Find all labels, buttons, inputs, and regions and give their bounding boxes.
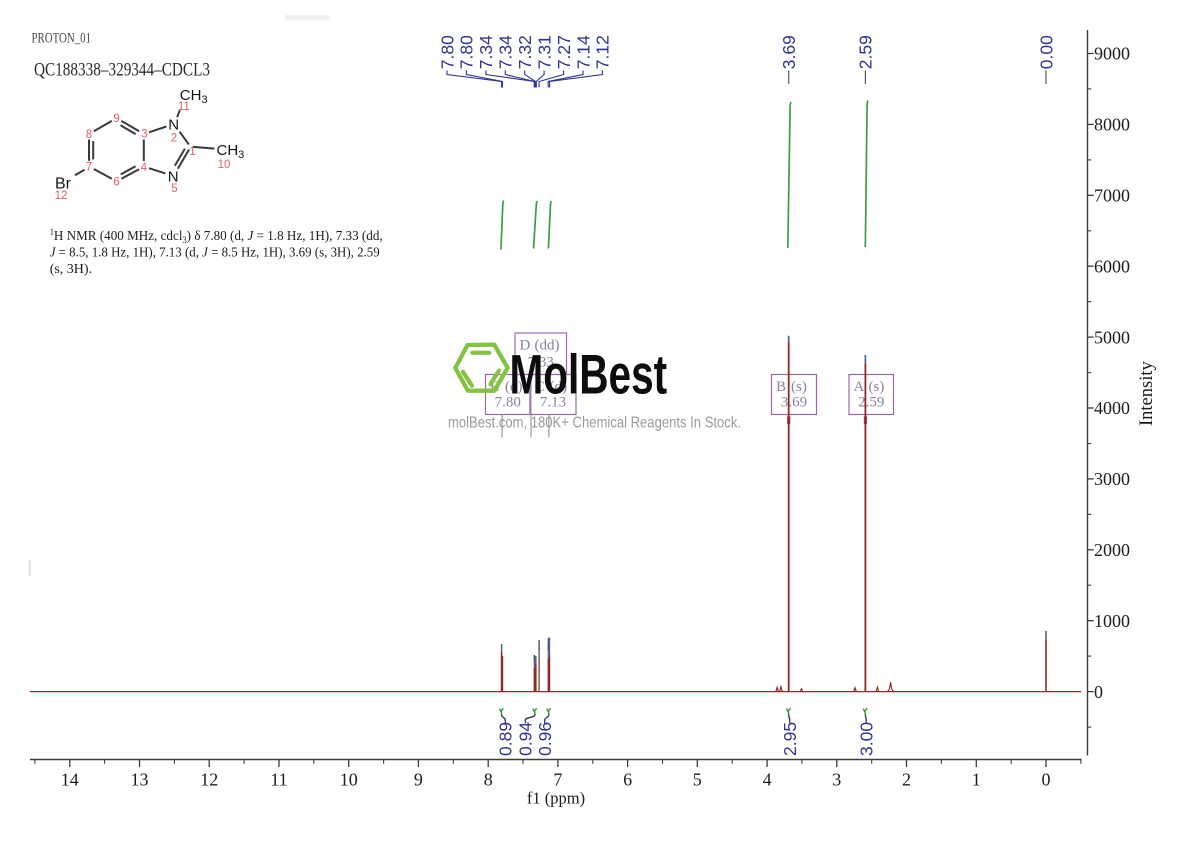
svg-text:12: 12 [200, 770, 218, 790]
svg-text:5: 5 [171, 183, 177, 195]
svg-text:3000: 3000 [1094, 469, 1130, 489]
svg-text:3.00: 3.00 [857, 722, 877, 756]
svg-text:12: 12 [55, 190, 68, 202]
svg-text:7.80: 7.80 [437, 35, 457, 69]
svg-text:2: 2 [171, 133, 177, 145]
svg-text:4000: 4000 [1094, 398, 1130, 418]
svg-text:9000: 9000 [1094, 44, 1130, 64]
svg-text:(s): (s) [869, 379, 885, 395]
svg-text:10: 10 [340, 770, 358, 790]
svg-text:3.69: 3.69 [781, 395, 807, 411]
svg-text:2.59: 2.59 [858, 395, 884, 411]
svg-text:7.13: 7.13 [540, 395, 566, 411]
svg-text:MolBest: MolBest [510, 344, 668, 406]
svg-text:5: 5 [693, 770, 702, 790]
svg-text:Br: Br [55, 176, 72, 193]
svg-text:PROTON_01: PROTON_01 [32, 31, 92, 47]
svg-text:Intensity: Intensity [1137, 361, 1157, 426]
svg-text:7.80: 7.80 [457, 35, 477, 69]
svg-text:7000: 7000 [1094, 186, 1130, 206]
svg-text:8: 8 [484, 770, 493, 790]
svg-text:7.12: 7.12 [593, 35, 613, 69]
svg-text:0.89: 0.89 [496, 722, 516, 756]
svg-text:molBest.com, 180K+ Chemical Re: molBest.com, 180K+ Chemical Reagents In … [448, 415, 741, 432]
svg-text:1000: 1000 [1094, 611, 1130, 631]
svg-text:7.27: 7.27 [554, 35, 574, 69]
svg-text:(s): (s) [791, 379, 807, 395]
svg-text:0.96: 0.96 [535, 722, 555, 756]
svg-text:0.00: 0.00 [1036, 35, 1056, 69]
svg-text:11: 11 [178, 101, 190, 113]
svg-text:7.34: 7.34 [476, 35, 496, 69]
svg-text:B: B [776, 379, 786, 395]
svg-text:7.31: 7.31 [534, 35, 554, 69]
svg-text:4: 4 [141, 162, 148, 174]
svg-text:2.59: 2.59 [856, 35, 876, 69]
svg-text:7.80: 7.80 [495, 395, 521, 411]
svg-text:(s, 3H).: (s, 3H). [50, 262, 92, 277]
svg-text:1H NMR (400 MHz, cdcl3) δ 7.80: 1H NMR (400 MHz, cdcl3) δ 7.80 (d, J = 1… [50, 227, 383, 245]
svg-text:7: 7 [86, 161, 92, 173]
svg-text:0: 0 [1042, 770, 1051, 790]
svg-text:7.33: 7.33 [528, 355, 554, 371]
svg-text:13: 13 [131, 770, 149, 790]
svg-text:A: A [854, 379, 865, 395]
svg-text:10: 10 [218, 159, 231, 171]
svg-text:(d): (d) [505, 379, 523, 395]
svg-text:3: 3 [832, 770, 841, 790]
svg-text:2: 2 [902, 770, 911, 790]
svg-text:3: 3 [141, 129, 147, 141]
svg-text:8000: 8000 [1094, 115, 1130, 135]
svg-text:f1 (ppm): f1 (ppm) [527, 789, 585, 808]
svg-text:9: 9 [113, 113, 119, 125]
svg-text:(dd): (dd) [535, 338, 560, 354]
svg-text:N: N [168, 116, 179, 133]
svg-text:0.94: 0.94 [516, 722, 536, 756]
svg-text:0: 0 [1094, 682, 1103, 702]
svg-text:6000: 6000 [1094, 256, 1130, 276]
svg-text:1: 1 [972, 770, 981, 790]
svg-text:4: 4 [763, 770, 772, 790]
svg-text:2.95: 2.95 [780, 722, 800, 756]
svg-text:5000: 5000 [1094, 327, 1130, 347]
svg-text:7.32: 7.32 [515, 35, 535, 69]
svg-text:8: 8 [86, 129, 92, 141]
svg-text:14: 14 [61, 770, 79, 790]
svg-text:CH3: CH3 [180, 87, 208, 106]
svg-text:7.14: 7.14 [573, 35, 593, 69]
svg-text:C: C [535, 379, 545, 395]
svg-text:1: 1 [189, 146, 195, 158]
svg-text:D: D [520, 338, 531, 354]
svg-text:J = 8.5, 1.8 Hz, 1H), 7.13 (d,: J = 8.5, 1.8 Hz, 1H), 7.13 (d, J = 8.5 H… [50, 246, 380, 261]
svg-text:7.34: 7.34 [496, 35, 516, 69]
svg-text:QC188338–329344–CDCL3: QC188338–329344–CDCL3 [34, 61, 210, 81]
svg-text:6: 6 [113, 176, 119, 188]
svg-text:2000: 2000 [1094, 540, 1130, 560]
svg-text:6: 6 [623, 770, 632, 790]
svg-text:11: 11 [270, 770, 287, 790]
svg-text:3.69: 3.69 [779, 35, 799, 69]
svg-text:(d): (d) [550, 379, 568, 395]
svg-text:N: N [168, 168, 179, 185]
svg-text:7: 7 [553, 770, 562, 790]
svg-text:CH3: CH3 [217, 142, 245, 161]
svg-text:9: 9 [414, 770, 423, 790]
